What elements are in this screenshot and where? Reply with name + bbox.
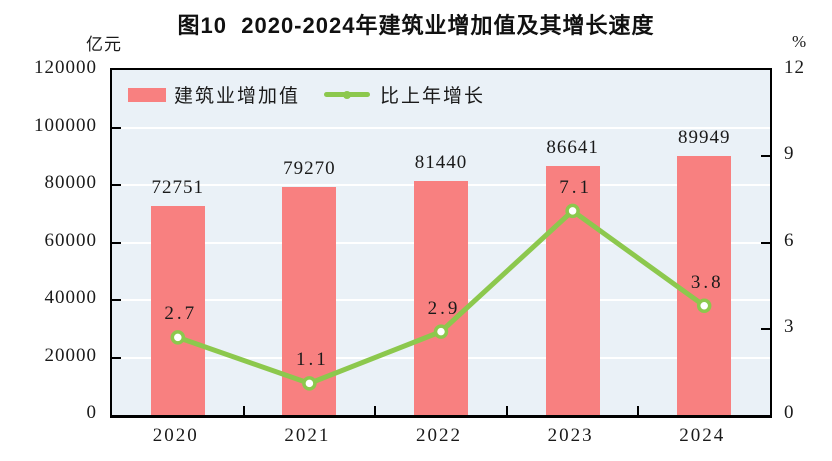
bar-value-label: 81440 xyxy=(414,151,468,173)
left-axis-unit: 亿元 xyxy=(86,35,122,54)
left-axis-tick-label: 100000 xyxy=(34,114,97,136)
left-axis-tick-label: 120000 xyxy=(34,57,97,78)
line-series-legend-label: 比上年增长 xyxy=(380,86,486,107)
x-axis-label: 2023 xyxy=(547,425,594,446)
line-point-marker xyxy=(170,330,186,345)
right-axis-tick-label: 12 xyxy=(784,57,805,78)
x-axis-tick xyxy=(505,406,508,415)
gridline xyxy=(112,126,770,129)
x-axis-tick xyxy=(374,406,377,415)
bar xyxy=(677,156,732,415)
left-axis-tick xyxy=(112,184,121,186)
right-axis-tick-label: 6 xyxy=(784,229,795,251)
x-axis-label: 2021 xyxy=(284,425,331,446)
left-axis-tick-label: 60000 xyxy=(44,229,97,251)
x-axis-tick xyxy=(242,406,245,415)
left-axis-tick xyxy=(112,356,121,359)
chart-title: 图10 2020-2024年建筑业增加值及其增长速度 xyxy=(177,13,655,38)
right-axis-tick xyxy=(761,327,770,330)
growth-value-label: 2.9 xyxy=(427,297,461,319)
bar-value-label: 79270 xyxy=(283,158,336,180)
growth-value-label: 2.7 xyxy=(164,303,198,325)
bar xyxy=(150,205,205,415)
bar-value-label: 89949 xyxy=(677,127,731,149)
growth-value-label: 1.1 xyxy=(296,349,329,371)
left-axis-tick-label: 80000 xyxy=(44,172,97,193)
left-axis-tick-label: 0 xyxy=(86,402,97,423)
line-point-marker xyxy=(302,376,317,391)
right-axis-tick-label: 9 xyxy=(784,143,795,165)
legend: 建筑业增加值 比上年增长 xyxy=(128,81,485,108)
left-axis-tick xyxy=(112,126,121,129)
right-axis-tick-label: 3 xyxy=(784,315,795,337)
x-axis-label: 2024 xyxy=(679,425,726,446)
plot-area: 建筑业增加值 比上年增长 72751 79270 81440 86641 89949 2.… xyxy=(110,68,772,418)
left-axis-tick xyxy=(112,299,121,301)
line-point-marker xyxy=(696,298,712,313)
right-axis-tick xyxy=(761,241,770,244)
left-axis-tick xyxy=(112,241,121,244)
growth-line-series xyxy=(170,203,712,391)
bar xyxy=(414,180,468,415)
bar-series-swatch xyxy=(128,87,166,102)
left-axis-tick-label: 20000 xyxy=(44,344,97,366)
bar-series-legend-label: 建筑业增加值 xyxy=(174,86,301,107)
right-axis-unit: % xyxy=(792,32,808,51)
bar-value-label: 72751 xyxy=(151,176,205,198)
left-axis-tick-label: 40000 xyxy=(44,287,97,308)
right-axis-tick xyxy=(761,155,770,158)
growth-value-label: 7.1 xyxy=(559,176,592,198)
line-point-marker xyxy=(433,324,449,339)
x-axis-label: 2022 xyxy=(416,425,462,446)
x-axis-label: 2020 xyxy=(152,425,199,446)
bar-value-label: 86641 xyxy=(546,136,599,158)
line-point-marker xyxy=(565,203,580,219)
line-marker-dot-icon xyxy=(343,90,352,99)
right-axis-tick-label: 0 xyxy=(784,402,795,423)
line-series-marker xyxy=(324,90,371,99)
x-axis-tick xyxy=(637,406,640,415)
growth-value-label: 3.8 xyxy=(690,271,724,293)
